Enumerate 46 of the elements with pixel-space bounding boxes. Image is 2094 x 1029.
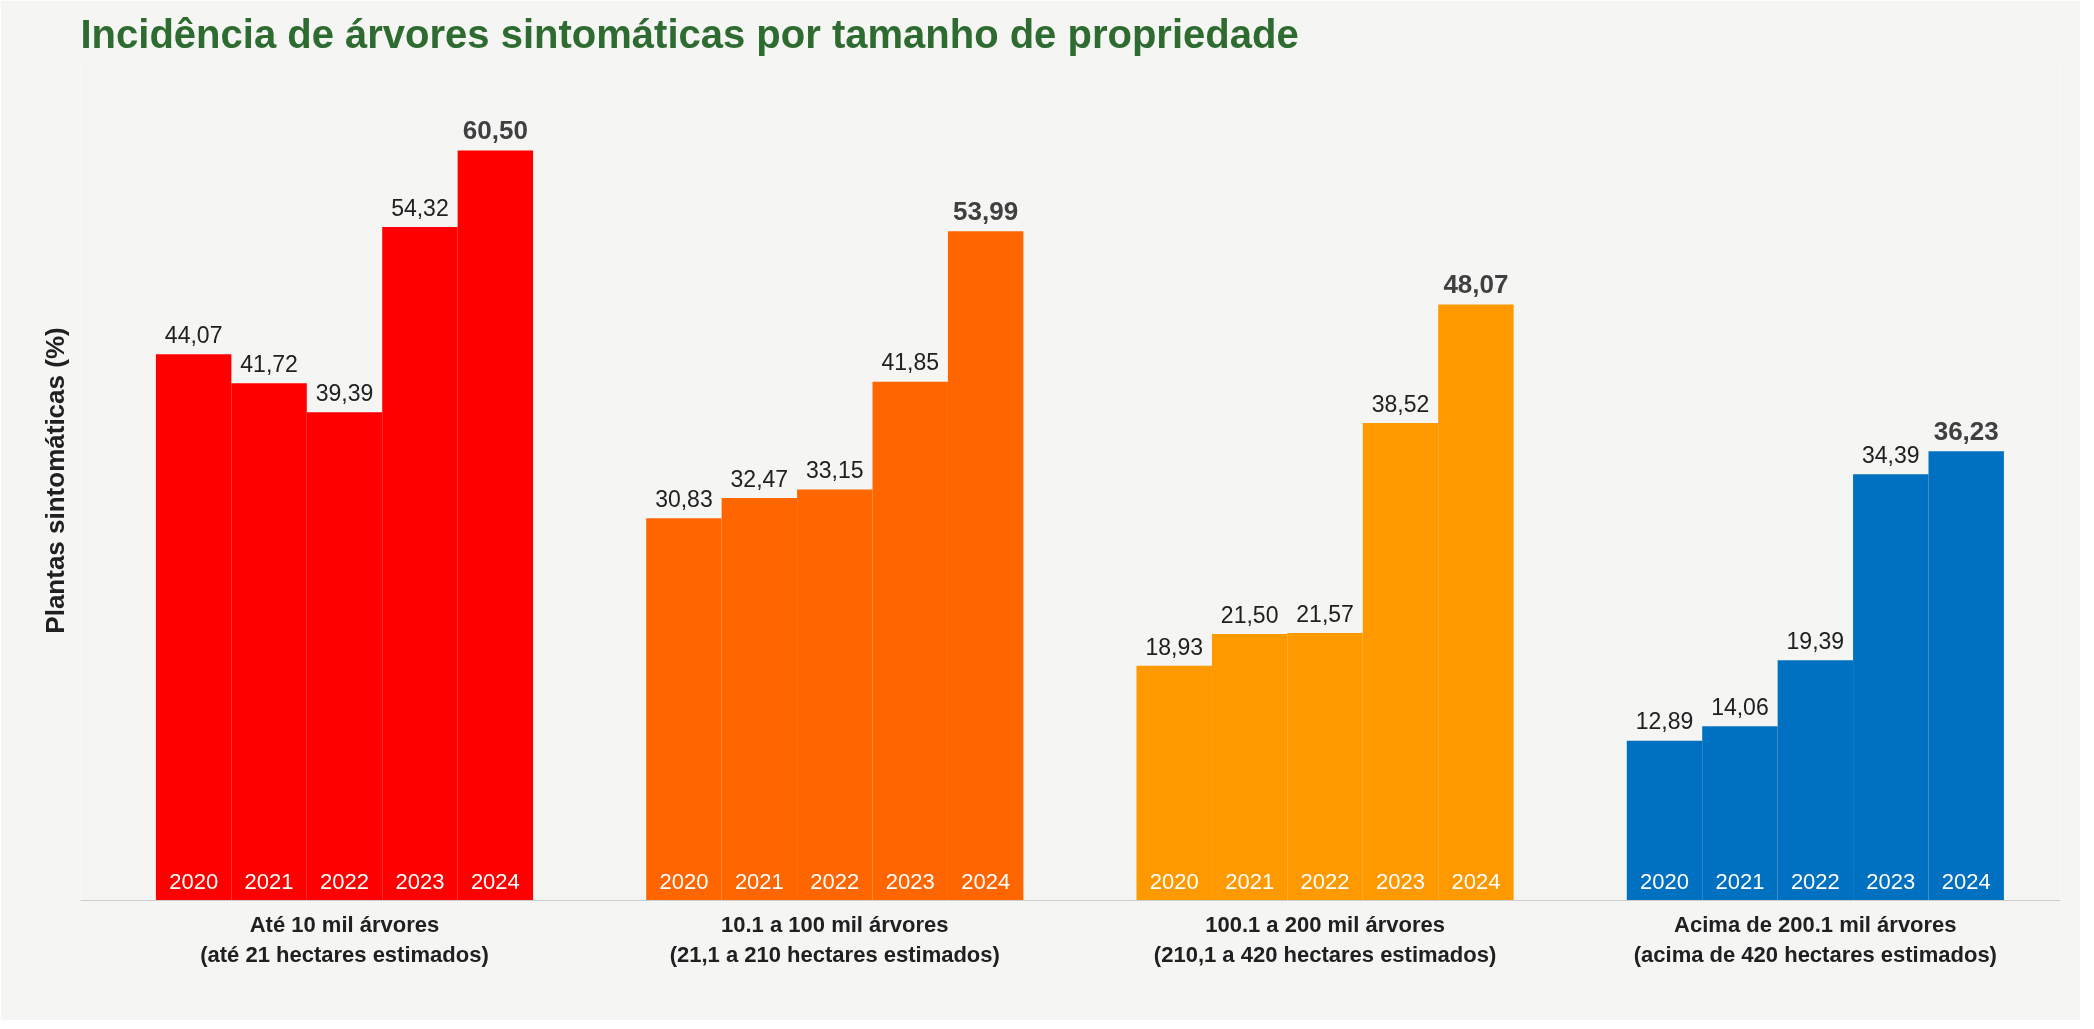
series-label: 2023: [395, 869, 445, 895]
data-label: 39,39: [315, 379, 374, 406]
x-tick-label: 100.1 a 200 mil árvores (210,1 a 420 hectares estimados): [1153, 911, 1497, 967]
x-tick-label: Até 10 mil árvores (até 21 hectares estimados): [200, 911, 489, 967]
x-tick-label: 10.1 a 100 mil árvores (21,1 a 210 hectares estimados): [669, 911, 1000, 967]
series-label: 2022: [320, 869, 369, 895]
data-label: 30,83: [655, 486, 713, 513]
text: 2020: [1149, 869, 1199, 895]
text: 2024: [1941, 869, 1991, 895]
text: 2023: [1376, 869, 1425, 895]
data-label: 41,72: [240, 351, 298, 378]
series-label: 2020: [169, 869, 219, 895]
text: 2024: [1451, 869, 1501, 895]
data-label: 18,93: [1145, 633, 1203, 660]
series-label: 2024: [470, 869, 520, 895]
x-tick-label: Acima de 200.1 mil árvores (acima de 420 hectares estimados): [1633, 911, 1997, 967]
data-label: 36,23: [1933, 416, 1999, 447]
text: 2020: [659, 869, 709, 895]
chart-title: Incidência de árvores sintomáticas por tamanho de propriedade: [80, 11, 1299, 56]
data-label: 53,99: [953, 195, 1019, 226]
text: 2022: [1790, 869, 1840, 895]
data-label: 21,50: [1220, 601, 1279, 628]
data-label: 44,07: [164, 321, 223, 348]
data-label: 21,57: [1296, 600, 1354, 627]
series-label: 2021: [244, 869, 294, 895]
text: 2021: [1715, 869, 1765, 895]
data-label: 54,32: [391, 194, 449, 221]
text: 2022: [810, 869, 860, 895]
text: 2023: [885, 869, 935, 895]
data-label: 38,52: [1371, 390, 1430, 417]
text: 2021: [734, 869, 784, 895]
data-label: 33,15: [806, 457, 864, 484]
data-label: 32,47: [730, 465, 789, 492]
data-label: 41,85: [881, 349, 939, 376]
data-label: 14,06: [1711, 693, 1769, 720]
text: 2022: [1300, 869, 1350, 895]
text: 2021: [1225, 869, 1275, 895]
data-label: 60,50: [462, 115, 528, 146]
text: 2023: [1866, 869, 1916, 895]
data-label: 34,39: [1862, 441, 1920, 468]
y-axis-title: Plantas sintomáticas (%): [39, 327, 70, 634]
data-label: 48,07: [1443, 269, 1509, 300]
data-label: 19,39: [1786, 627, 1845, 654]
text: 2024: [961, 869, 1011, 895]
text: 2020: [1640, 869, 1689, 895]
data-label: 12,89: [1635, 708, 1694, 735]
